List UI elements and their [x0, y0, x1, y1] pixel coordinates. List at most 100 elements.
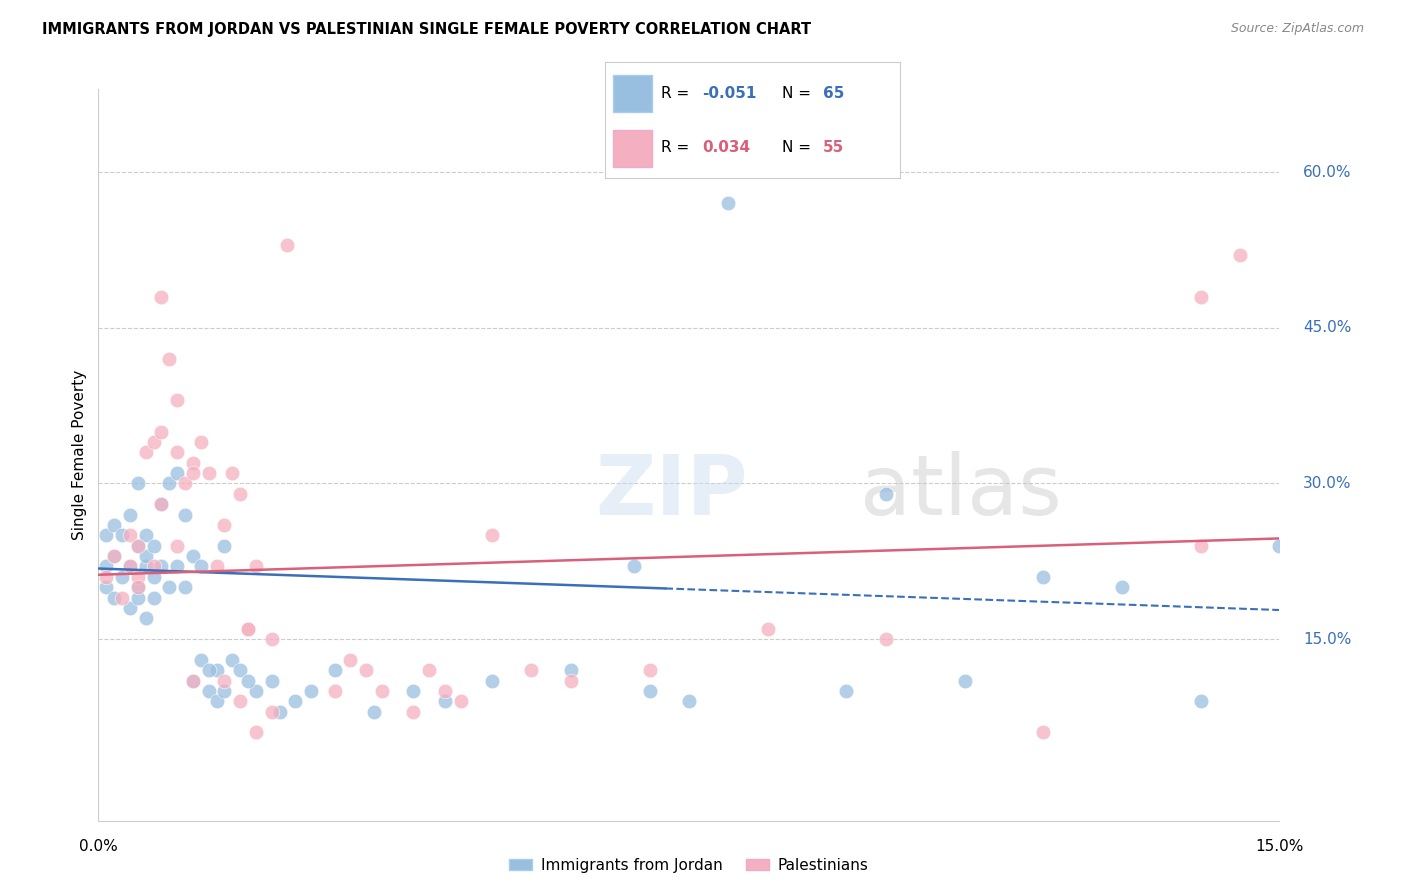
Point [166, 393, 188, 408]
Point [157, 351, 180, 366]
Point [339, 653, 361, 667]
Point [323, 663, 346, 677]
Point [135, 549, 157, 563]
Point [142, 591, 165, 605]
Point [1189, 694, 1212, 708]
Point [875, 487, 897, 501]
Point [190, 434, 212, 449]
Point [127, 580, 149, 594]
Point [150, 559, 173, 574]
Point [150, 497, 173, 511]
Text: 60.0%: 60.0% [1303, 165, 1351, 179]
Point [150, 425, 173, 439]
Point [354, 663, 377, 677]
Point [363, 705, 385, 719]
Point [433, 684, 456, 698]
Point [756, 622, 779, 636]
Point [245, 559, 267, 574]
Point [135, 445, 157, 459]
Point [197, 466, 219, 480]
Point [96, 570, 118, 584]
Point [103, 591, 125, 605]
Y-axis label: Single Female Poverty: Single Female Poverty [72, 370, 87, 540]
Point [127, 476, 149, 491]
Point [103, 549, 125, 563]
Point [166, 539, 188, 553]
Point [118, 601, 141, 615]
Point [181, 673, 204, 688]
FancyBboxPatch shape [613, 129, 652, 167]
Point [166, 466, 188, 480]
Point [560, 663, 582, 677]
Point [142, 570, 165, 584]
Point [481, 528, 503, 542]
Point [875, 632, 897, 646]
Point [181, 466, 204, 480]
Point [150, 497, 173, 511]
Point [127, 570, 149, 584]
Text: ZIP: ZIP [596, 451, 748, 532]
Point [284, 694, 307, 708]
Text: atlas: atlas [859, 451, 1062, 532]
Point [96, 559, 118, 574]
FancyBboxPatch shape [613, 75, 652, 112]
Point [118, 559, 141, 574]
Point [623, 559, 645, 574]
Point [118, 508, 141, 522]
Point [96, 580, 118, 594]
Text: 45.0%: 45.0% [1303, 320, 1351, 335]
Point [150, 290, 173, 304]
Text: 65: 65 [823, 87, 845, 102]
Point [229, 487, 252, 501]
Point [236, 622, 259, 636]
Point [678, 694, 700, 708]
Text: IMMIGRANTS FROM JORDAN VS PALESTINIAN SINGLE FEMALE POVERTY CORRELATION CHART: IMMIGRANTS FROM JORDAN VS PALESTINIAN SI… [42, 22, 811, 37]
Point [205, 694, 228, 708]
Point [245, 684, 267, 698]
Text: 15.0%: 15.0% [1256, 839, 1303, 855]
Point [142, 539, 165, 553]
Point [157, 580, 180, 594]
Point [127, 591, 149, 605]
Point [221, 466, 243, 480]
Point [181, 549, 204, 563]
Point [111, 591, 134, 605]
Point [638, 663, 661, 677]
Point [299, 684, 322, 698]
Text: Source: ZipAtlas.com: Source: ZipAtlas.com [1230, 22, 1364, 36]
Point [1189, 539, 1212, 553]
Point [236, 673, 259, 688]
Point [214, 539, 236, 553]
Point [181, 456, 204, 470]
Point [638, 684, 661, 698]
Text: -0.051: -0.051 [702, 87, 756, 102]
Point [135, 611, 157, 625]
Point [418, 663, 440, 677]
Point [450, 694, 472, 708]
Point [157, 476, 180, 491]
Point [197, 663, 219, 677]
Point [181, 673, 204, 688]
Point [205, 663, 228, 677]
Point [276, 237, 298, 252]
Point [560, 673, 582, 688]
Point [118, 528, 141, 542]
Point [953, 673, 976, 688]
Point [190, 653, 212, 667]
Text: R =: R = [661, 87, 693, 102]
Text: 15.0%: 15.0% [1303, 632, 1351, 647]
Point [1032, 725, 1054, 739]
Point [371, 684, 394, 698]
Point [433, 694, 456, 708]
Point [174, 476, 197, 491]
Point [127, 580, 149, 594]
Point [245, 725, 267, 739]
Point [1229, 248, 1251, 262]
Point [127, 539, 149, 553]
Text: 0.0%: 0.0% [79, 839, 118, 855]
Text: 30.0%: 30.0% [1303, 476, 1351, 491]
Point [835, 684, 858, 698]
Point [111, 570, 134, 584]
Point [103, 518, 125, 533]
Point [111, 528, 134, 542]
